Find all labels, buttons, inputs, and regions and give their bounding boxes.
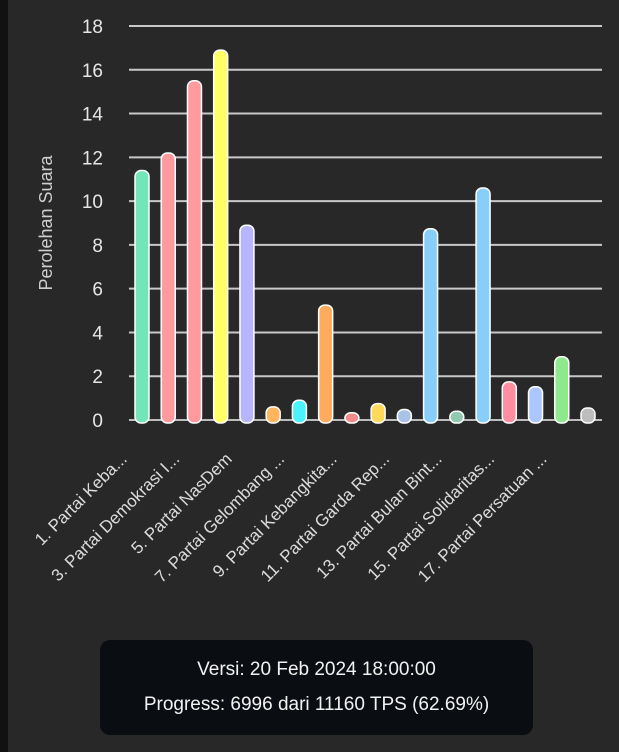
y-tick-label: 12 [82,148,103,169]
bar[interactable] [344,412,360,424]
bar[interactable] [291,399,308,424]
bar[interactable] [239,224,255,424]
tooltip-version: Versi: 20 Feb 2024 18:00:00 [197,659,436,680]
y-tick-label: 16 [82,61,103,82]
bar[interactable] [160,152,176,424]
y-tick-label: 2 [92,367,103,388]
tooltip-progress: Progress: 6996 dari 11160 TPS (62.69%) [143,694,490,715]
y-tick-label: 4 [92,323,103,344]
bar[interactable] [370,402,386,424]
bar[interactable] [580,407,596,424]
bar[interactable] [449,410,465,424]
bar[interactable] [554,355,570,424]
bar[interactable] [212,49,229,424]
bar[interactable] [527,385,544,424]
version-tooltip: Versi: 20 Feb 2024 18:00:00 Progress: 69… [100,640,533,735]
bar[interactable] [265,406,281,424]
y-tick-label: 14 [82,105,104,126]
screen-edge [0,0,8,752]
y-axis-label: Perolehan Suara [36,154,56,290]
y-tick-label: 0 [92,411,103,432]
bar[interactable] [501,381,518,424]
y-tick-label: 6 [92,280,103,301]
bar[interactable] [186,79,203,424]
bar[interactable] [396,408,413,424]
x-tick-label: 1. Partai Keba... [31,449,131,549]
bar[interactable] [422,227,439,424]
bar[interactable] [475,187,491,424]
y-tick-label: 8 [92,236,103,257]
y-tick-label: 10 [82,192,103,213]
bar[interactable] [317,304,334,424]
bar[interactable] [134,169,150,424]
y-tick-label: 18 [82,17,103,38]
